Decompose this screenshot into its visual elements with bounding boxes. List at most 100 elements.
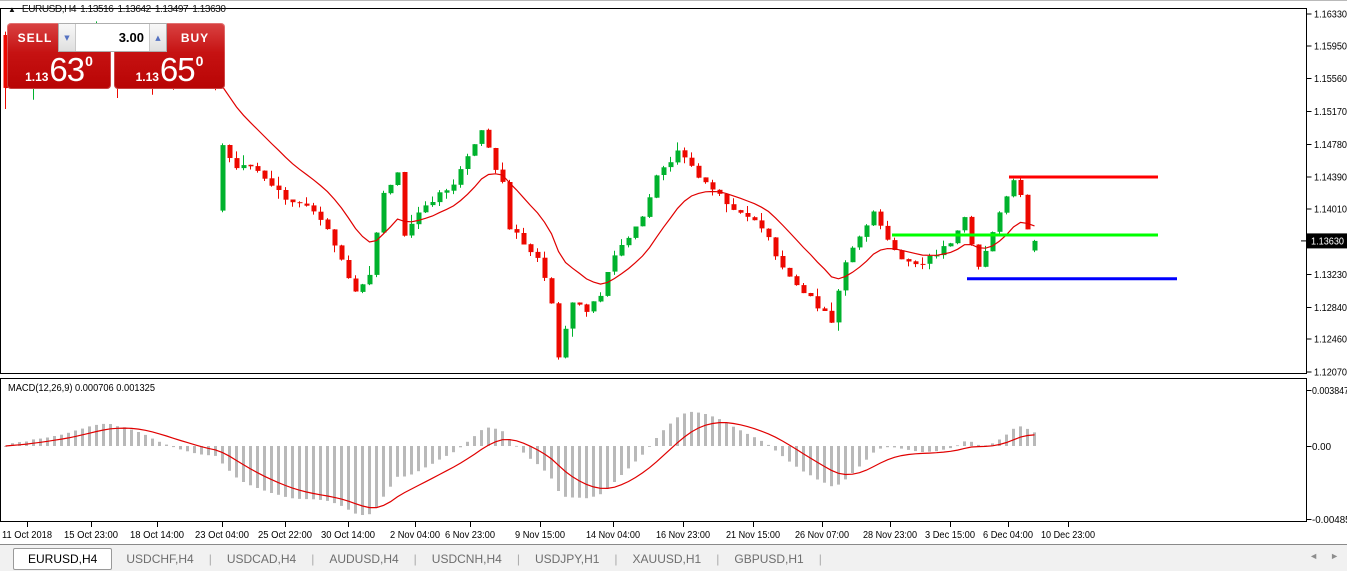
collapse-panel-icon[interactable]: ▲ xyxy=(8,5,16,14)
candle xyxy=(290,199,296,203)
macd-bar xyxy=(851,446,854,474)
volume-decrease-button[interactable]: ▼ xyxy=(59,24,76,51)
macd-bar xyxy=(662,430,665,446)
macd-bar xyxy=(774,446,777,451)
macd-bar xyxy=(207,446,210,456)
volume-increase-button[interactable]: ▲ xyxy=(149,24,166,51)
tab-usdcad-h4[interactable]: USDCAD,H4 xyxy=(226,551,297,566)
candle xyxy=(640,216,646,227)
candle xyxy=(815,296,821,309)
macd-bar xyxy=(410,446,413,475)
current-price-marker xyxy=(1307,233,1347,249)
candle xyxy=(388,184,394,194)
candle xyxy=(227,145,233,158)
candle xyxy=(395,172,401,185)
buy-panel[interactable]: BUY 1.13 65 0 xyxy=(114,23,225,89)
tab-usdchf-h4[interactable]: USDCHF,H4 xyxy=(126,551,194,566)
main-chart-frame xyxy=(0,8,1307,374)
price-axis-label: 1.15560 xyxy=(1314,74,1347,85)
macd-bar xyxy=(312,446,315,500)
macd-axis-zero: 0.00 xyxy=(1312,442,1331,453)
tab-gbpusd-h1[interactable]: GBPUSD,H1 xyxy=(734,551,804,566)
tab-usdcnh-h4[interactable]: USDCNH,H4 xyxy=(431,551,502,566)
macd-bar xyxy=(676,417,679,446)
time-axis-label: 11 Oct 2018 xyxy=(2,530,52,541)
tab-separator: | xyxy=(818,551,822,566)
macd-bar xyxy=(648,446,651,447)
tab-scroll-left-icon[interactable]: ◄ xyxy=(1309,551,1319,561)
macd-bar xyxy=(214,446,217,456)
macd-bar xyxy=(319,446,322,500)
macd-bar xyxy=(473,436,476,446)
macd-bar xyxy=(970,441,973,446)
candle xyxy=(3,35,9,88)
macd-bar xyxy=(88,426,91,446)
tab-separator: | xyxy=(208,551,212,566)
candle xyxy=(374,232,380,275)
macd-bar xyxy=(424,446,427,468)
candle xyxy=(444,190,450,193)
macd-bar xyxy=(368,446,371,515)
macd-bar xyxy=(578,446,581,498)
macd-bar xyxy=(144,434,147,446)
price-axis-label: 1.14390 xyxy=(1314,173,1347,184)
candle xyxy=(787,267,793,277)
candle xyxy=(507,182,513,230)
candle xyxy=(906,259,912,262)
candle xyxy=(724,194,730,205)
tab-separator: | xyxy=(311,551,315,566)
candle xyxy=(318,211,324,220)
buy-button[interactable]: BUY xyxy=(169,23,221,52)
candle xyxy=(759,220,765,229)
macd-bar xyxy=(900,446,903,449)
time-axis-label: 6 Nov 23:00 xyxy=(445,530,495,541)
candle xyxy=(871,211,877,226)
macd-bar xyxy=(529,446,532,459)
macd-bar xyxy=(494,428,497,446)
macd-bar xyxy=(417,446,420,472)
macd-bar xyxy=(508,439,511,446)
symbol-tab-bar: EURUSD,H4 USDCHF,H4 | USDCAD,H4 | AUDUSD,H4 | U… xyxy=(0,544,1347,571)
candle xyxy=(248,164,254,167)
macd-bar xyxy=(165,444,168,446)
candle xyxy=(780,256,786,268)
candle xyxy=(598,295,604,302)
chart-area[interactable]: 1.16330 1.15950 1.15560 1.15170 1.14780 1.143… xyxy=(0,1,1347,544)
macd-bar xyxy=(697,412,700,446)
sell-button[interactable]: SELL xyxy=(11,23,59,52)
macd-axis-top: 0.003847 xyxy=(1312,386,1347,397)
macd-bar xyxy=(977,444,980,446)
tab-usdjpy-h1[interactable]: USDJPY,H1 xyxy=(534,551,600,566)
macd-bar xyxy=(60,434,63,446)
candle xyxy=(997,212,1003,232)
candle xyxy=(1011,180,1017,197)
tab-xauusd-h1[interactable]: XAUUSD,H1 xyxy=(632,551,702,566)
tab-eurusd-h4[interactable]: EURUSD,H4 xyxy=(13,547,113,570)
candle xyxy=(696,165,702,178)
macd-bar xyxy=(942,446,945,450)
tab-scroll-right-icon[interactable]: ► xyxy=(1330,551,1339,561)
candle xyxy=(766,228,772,238)
bid-price[interactable]: 1.13 63 0 xyxy=(7,50,111,86)
macd-bar xyxy=(655,438,658,446)
macd-bar xyxy=(620,446,623,475)
candle xyxy=(549,278,555,304)
macd-bar xyxy=(571,446,574,498)
candle xyxy=(626,237,632,246)
macd-bar xyxy=(452,446,455,453)
macd-bar xyxy=(858,446,861,467)
tab-audusd-h4[interactable]: AUDUSD,H4 xyxy=(329,551,399,566)
macd-bar xyxy=(305,446,308,500)
time-axis-label: 2 Nov 04:00 xyxy=(390,530,440,541)
macd-bar xyxy=(277,446,280,495)
candle xyxy=(1004,196,1010,213)
volume-input[interactable] xyxy=(76,24,149,51)
ask-price-prefix: 1.13 xyxy=(135,70,159,84)
macd-bar xyxy=(725,422,728,446)
ask-price[interactable]: 1.13 65 0 xyxy=(114,50,225,86)
price-axis-label: 1.16330 xyxy=(1314,10,1347,21)
candle xyxy=(423,205,429,213)
macd-bar xyxy=(802,446,805,472)
ohlc-close: 1.13630 xyxy=(192,4,226,15)
current-price-label: 1.13630 xyxy=(1311,236,1344,247)
